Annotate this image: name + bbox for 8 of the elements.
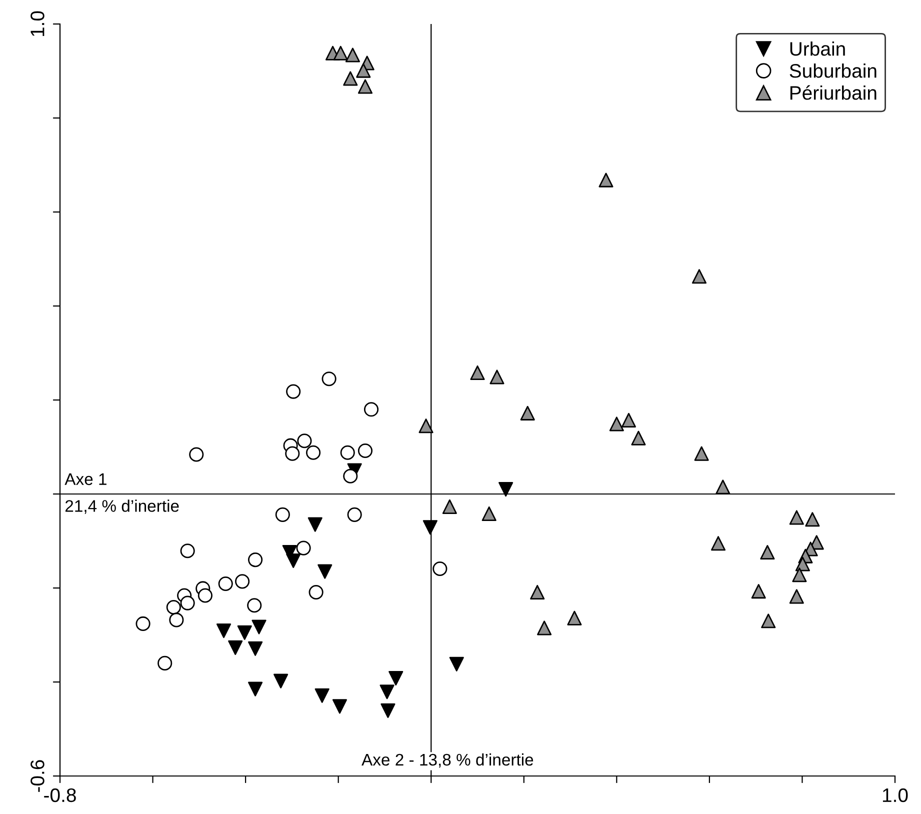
legend-label: Suburbain	[790, 64, 876, 78]
ref-line-label: Axe 2 - 13,8 % d’inertie	[362, 753, 534, 768]
annotation: 21,4 % d’inertie	[65, 500, 179, 514]
x-tick-label: -0.8	[44, 788, 76, 802]
legend-label: Périurbain	[790, 85, 876, 100]
ref-line-label: Axe 1	[64, 473, 106, 486]
legend-label: Urbain	[790, 42, 845, 56]
y-tick-label: -0.6	[30, 760, 44, 792]
